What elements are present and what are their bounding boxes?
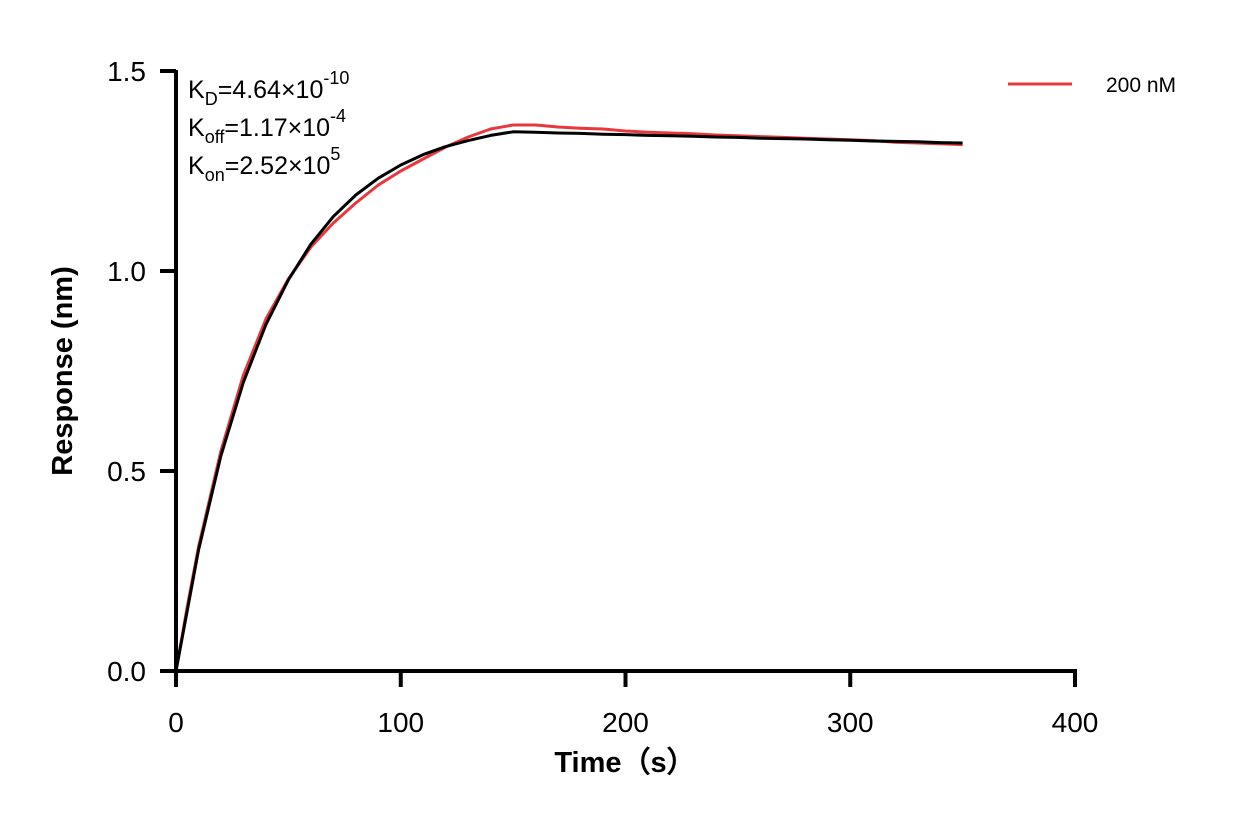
legend-label-200nm: 200 nM xyxy=(1106,74,1176,97)
annotation-sub: on xyxy=(205,165,225,185)
x-tick-label: 0 xyxy=(168,707,184,738)
x-tick-label: 100 xyxy=(377,707,424,738)
annotation-sub: off xyxy=(205,127,226,147)
y-tick-label: 0.5 xyxy=(107,456,146,487)
fit-curve xyxy=(174,130,963,672)
annotation-eq: =4.64×10 xyxy=(218,76,324,104)
annotation-eq: =2.52×10 xyxy=(225,152,331,180)
legend: 200 nM xyxy=(1008,74,1176,97)
annotation-sup: -10 xyxy=(323,68,349,88)
annotation-line: KD=4.64×10-10 xyxy=(188,68,349,109)
annotation-sub: D xyxy=(205,89,218,109)
annotation-main: K xyxy=(188,76,205,104)
annotation-main: K xyxy=(188,114,205,142)
annotation-line: Kon=2.52×105 xyxy=(188,144,340,185)
y-axis-title: Response (nm) xyxy=(47,266,79,475)
x-axis-title: Time（s） xyxy=(554,746,695,779)
x-tick-label: 200 xyxy=(602,707,649,738)
annotation-line: Koff=1.17×10-4 xyxy=(188,106,346,147)
annotation-eq: =1.17×10 xyxy=(224,114,330,142)
y-tick-label: 1.0 xyxy=(107,256,146,287)
series-line-200nm xyxy=(174,123,963,672)
x-tick-label: 400 xyxy=(1052,707,1099,738)
annotation-sup: 5 xyxy=(330,144,340,164)
x-tick-label: 300 xyxy=(827,707,874,738)
y-tick-label: 0.0 xyxy=(107,656,146,687)
y-tick-label: 1.5 xyxy=(107,56,146,87)
annotation-sup: -4 xyxy=(330,106,346,126)
annotation-main: K xyxy=(188,152,205,180)
